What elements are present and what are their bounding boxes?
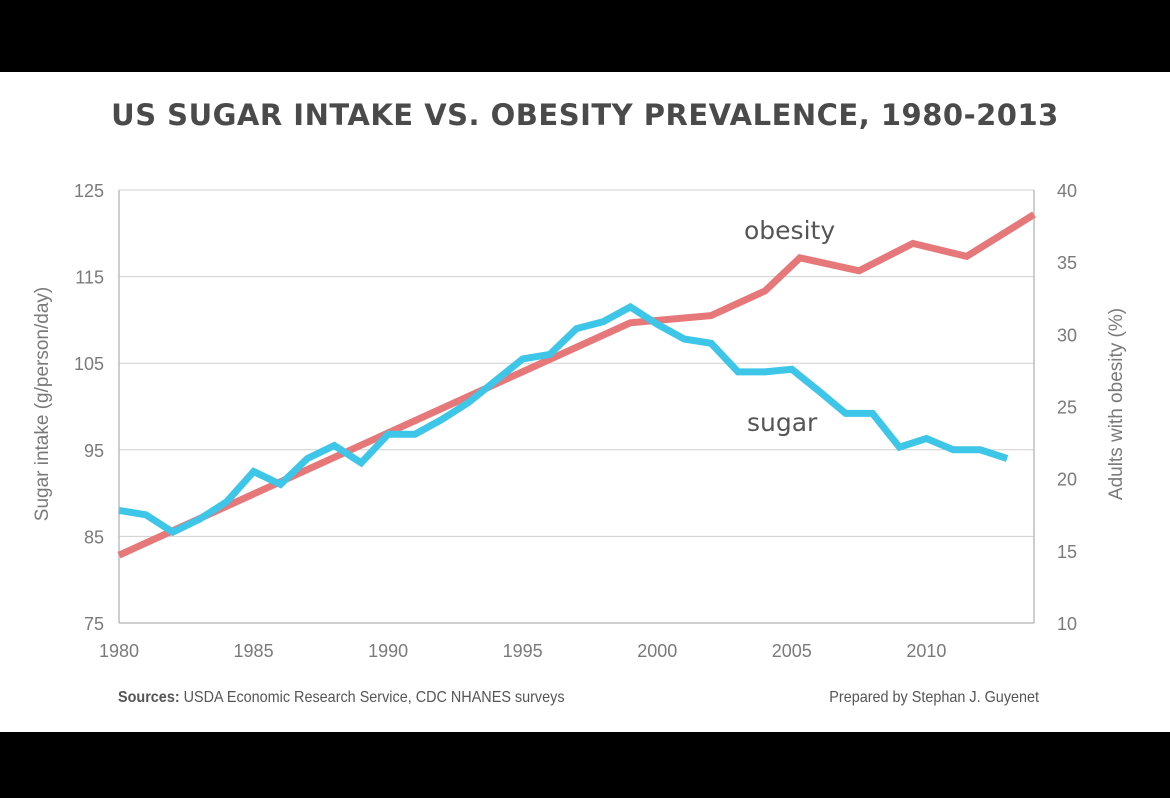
y-left-tick-label: 125 [74,181,104,201]
y-right-tick-label: 20 [1057,470,1077,490]
y-right-tick-label: 30 [1057,325,1077,345]
obesity-line [117,211,1036,559]
y-left-tick-label: 95 [84,441,104,461]
footer-prepared-by: Prepared by Stephan J. Guyenet [829,689,1039,706]
x-tick-label: 1995 [503,641,543,661]
sugar-line [118,302,1009,537]
y-right-tick-label: 40 [1057,181,1077,201]
y-left-tick-label: 105 [74,354,104,374]
y-right-tick-label: 15 [1057,542,1077,562]
tick-labels: 125 115 105 95 85 75 40 35 30 25 20 15 10 1980 1985 199… [74,181,1077,661]
y-axis-left-title: Sugar intake (g/person/day) [32,287,53,521]
x-tick-label: 2005 [772,641,812,661]
x-tick-label: 1980 [99,641,139,661]
x-tick-label: 2000 [637,641,677,661]
y-right-tick-label: 10 [1057,614,1077,634]
y-left-tick-label: 115 [75,268,104,288]
obesity-annotation: obesity [744,216,835,245]
sources-label: Sources: [118,689,180,706]
chart-title: US SUGAR INTAKE VS. OBESITY PREVALENCE, … [111,98,1059,132]
y-right-tick-label: 25 [1057,398,1077,418]
y-left-tick-label: 75 [84,614,104,634]
chart-panel [0,72,1170,732]
sugar-annotation: sugar [747,408,818,437]
y-left-tick-label: 85 [84,527,104,547]
x-tick-label: 1990 [368,641,408,661]
series-lines [117,211,1036,559]
grid-lines [119,189,1034,537]
x-tick-label: 2010 [906,641,946,661]
footer-sources: Sources: USDA Economic Research Service,… [118,689,565,707]
sources-text: USDA Economic Research Service, CDC NHAN… [179,689,565,706]
x-tick-label: 1985 [234,641,274,661]
axes [118,190,1035,624]
y-axis-right-title: Adults with obesity (%) [1106,308,1127,500]
y-right-tick-label: 35 [1057,253,1077,273]
